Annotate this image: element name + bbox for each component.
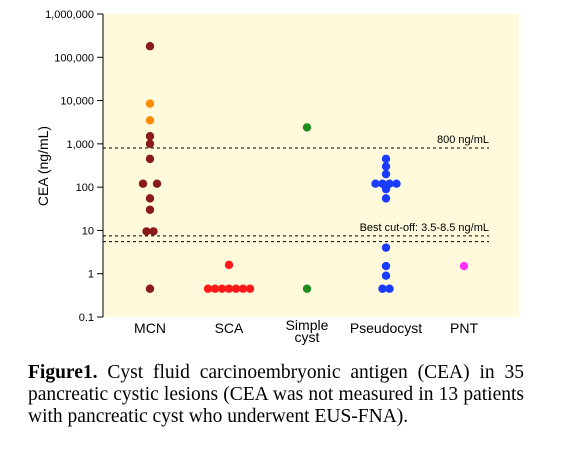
- y-tick-label: 1: [88, 269, 94, 281]
- data-point: [381, 184, 391, 194]
- data-point: [138, 179, 148, 188]
- data-point: [381, 162, 391, 171]
- data-point: [392, 179, 401, 188]
- y-tick-label: 10,000: [60, 96, 94, 108]
- data-point: [371, 179, 380, 188]
- x-category-label: MCN: [134, 320, 166, 336]
- data-point: [224, 260, 234, 270]
- reference-line-label: Best cut-off: 3.5-8.5 ng/mL: [360, 222, 489, 234]
- y-tick-label: 1,000,000: [45, 9, 94, 21]
- data-point: [145, 132, 155, 141]
- data-point: [381, 271, 391, 280]
- data-point: [145, 154, 155, 164]
- data-points: [138, 42, 469, 293]
- data-point: [385, 284, 394, 293]
- data-point: [217, 284, 227, 293]
- data-point: [149, 227, 158, 236]
- x-category-label: Pseudocyst: [350, 320, 422, 336]
- data-point: [378, 284, 387, 293]
- data-point: [145, 99, 155, 108]
- data-point: [224, 284, 234, 293]
- y-tick-label: 10: [82, 225, 94, 237]
- data-point: [145, 194, 155, 203]
- data-point: [381, 243, 391, 252]
- figure-caption: Figure1. Cyst fluid carcinoembryonic ant…: [28, 362, 524, 428]
- y-tick-label: 100: [76, 182, 94, 194]
- data-point: [231, 284, 241, 293]
- data-point: [145, 116, 155, 125]
- y-tick-label: 100,000: [54, 52, 94, 64]
- data-point: [210, 284, 220, 293]
- data-point: [245, 284, 255, 293]
- data-point: [203, 284, 213, 293]
- data-point: [145, 139, 155, 149]
- y-axis-title: CEA (ng/mL): [35, 126, 51, 206]
- data-point: [145, 284, 155, 293]
- x-axis-labels: MCN SCA Simple cyst Pseudocyst PNT: [134, 317, 478, 345]
- data-point: [302, 284, 312, 293]
- data-point: [381, 154, 391, 164]
- data-point: [381, 169, 391, 179]
- y-tick-label: 1,000: [66, 139, 94, 151]
- x-category-label: Simple cyst: [286, 317, 329, 345]
- data-point: [145, 205, 155, 214]
- data-point: [381, 194, 391, 203]
- data-point: [302, 123, 312, 132]
- x-category-label: PNT: [450, 320, 478, 336]
- reference-lines: 800 ng/mL Best cut-off: 3.5-8.5 ng/mL: [103, 134, 489, 243]
- y-axis-ticks: 0.1 1 10 100 1,000 10,000 100,000 1,000,000: [45, 9, 103, 324]
- plot-area: [103, 14, 519, 317]
- chart: 800 ng/mL Best cut-off: 3.5-8.5 ng/mL 0.1…: [35, 9, 519, 345]
- data-point: [459, 261, 469, 271]
- figure-label: Figure1.: [28, 362, 98, 383]
- reference-line-label: 800 ng/mL: [437, 134, 489, 146]
- data-point: [142, 227, 151, 236]
- y-tick-label: 0.1: [79, 312, 94, 324]
- x-category-label: SCA: [215, 320, 244, 336]
- data-point: [145, 42, 155, 51]
- data-point: [381, 261, 391, 271]
- data-point: [152, 179, 162, 188]
- figure-caption-text: Cyst fluid carcinoembryonic antigen (CEA…: [28, 362, 524, 427]
- data-point: [238, 284, 248, 293]
